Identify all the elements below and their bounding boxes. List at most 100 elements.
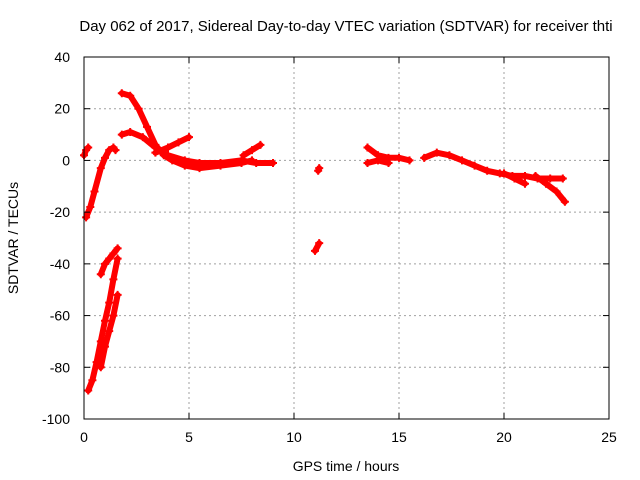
data-point <box>521 171 529 180</box>
data-point <box>105 298 114 307</box>
series-arc-15 <box>500 169 529 188</box>
data-point <box>126 127 135 136</box>
x-tick-label: 20 <box>496 429 512 445</box>
data-point <box>384 159 393 168</box>
data-point <box>420 153 429 162</box>
data-point <box>143 122 151 131</box>
y-tick-label: -20 <box>50 204 70 220</box>
data-point <box>216 159 225 168</box>
series-arc-5 <box>96 290 122 372</box>
x-tick-label: 15 <box>391 429 407 445</box>
data-point <box>315 239 324 248</box>
data-point <box>164 151 172 160</box>
data-point <box>546 174 555 183</box>
series-line <box>532 172 568 205</box>
data-point <box>111 146 120 155</box>
series-line <box>421 149 566 182</box>
y-axis-ticks: -100 -80 -60 -40 -20 0 20 40 <box>42 49 609 427</box>
series-arc-1 <box>80 143 93 160</box>
y-tick-label: -80 <box>50 359 70 375</box>
data-point <box>483 166 492 175</box>
series-line <box>118 90 255 172</box>
data-point <box>458 156 466 165</box>
plot-frame <box>83 56 610 420</box>
data-point <box>432 148 441 157</box>
y-tick-label: 40 <box>54 49 70 65</box>
data-point <box>363 143 372 152</box>
x-tick-label: 10 <box>286 429 302 445</box>
data-point <box>86 202 95 211</box>
data-point <box>252 159 261 168</box>
data-point <box>101 153 109 162</box>
y-tick-label: 0 <box>62 152 70 168</box>
data-point <box>445 151 454 160</box>
data-point <box>101 259 109 268</box>
data-point <box>195 159 204 168</box>
data-point <box>542 179 550 188</box>
data-point <box>84 143 93 152</box>
series-arc-13 <box>363 156 393 168</box>
series-line <box>152 134 192 156</box>
data-point <box>113 290 122 299</box>
series-arc-2 <box>82 143 120 222</box>
data-point <box>96 164 105 173</box>
data-point <box>105 254 114 263</box>
data-point <box>126 91 135 100</box>
data-point <box>90 187 99 196</box>
data-point <box>101 342 109 351</box>
data-point <box>363 159 372 168</box>
data-point <box>500 169 508 178</box>
chart-title: Day 062 of 2017, Sidereal Day-to-day VTE… <box>79 18 612 35</box>
data-point <box>269 159 277 168</box>
data-point <box>405 156 414 165</box>
data-point <box>113 244 122 253</box>
data-point <box>138 133 147 142</box>
data-point <box>558 174 567 183</box>
data-point <box>109 275 118 284</box>
data-point <box>239 151 248 160</box>
x-axis-label: GPS time / hours <box>293 458 400 474</box>
data-point <box>105 327 114 336</box>
series-arc-11 <box>311 239 324 255</box>
data-point <box>185 133 193 142</box>
y-axis-label: SDTVAR / TECUs <box>5 182 21 294</box>
data-point <box>117 130 126 139</box>
data-point <box>510 174 519 183</box>
data-point <box>552 187 561 196</box>
data-point <box>113 254 122 263</box>
data-point <box>96 363 105 372</box>
series-arc-7 <box>117 127 277 168</box>
data-point <box>374 156 382 165</box>
x-tick-label: 5 <box>185 429 193 445</box>
series-arc-3 <box>96 244 122 279</box>
x-tick-label: 25 <box>601 429 617 445</box>
data-point <box>315 164 324 173</box>
data-point <box>109 311 118 320</box>
data-point <box>109 249 118 258</box>
y-tick-label: -40 <box>50 256 70 272</box>
data-point <box>237 156 246 165</box>
series-arc-10 <box>314 164 324 175</box>
data-point <box>101 316 109 325</box>
data-point <box>256 140 265 149</box>
y-tick-label: -100 <box>42 411 70 427</box>
y-tick-label: -60 <box>50 308 70 324</box>
x-axis-ticks: 0 5 10 15 20 25 <box>80 57 617 445</box>
series-arc-16 <box>531 171 569 206</box>
data-point <box>84 386 93 395</box>
series-arc-8 <box>151 133 193 157</box>
grid-lines <box>84 57 609 419</box>
data-point <box>82 213 91 222</box>
series-arc-9 <box>239 140 265 160</box>
data-point <box>164 143 172 152</box>
data-point <box>248 146 256 155</box>
data-point <box>311 246 319 255</box>
data-point <box>531 171 540 180</box>
data-point <box>96 270 105 279</box>
data-point <box>134 104 143 113</box>
data-point <box>117 89 126 98</box>
data-point <box>174 138 183 147</box>
data-point <box>560 197 569 206</box>
data-series <box>80 89 569 395</box>
